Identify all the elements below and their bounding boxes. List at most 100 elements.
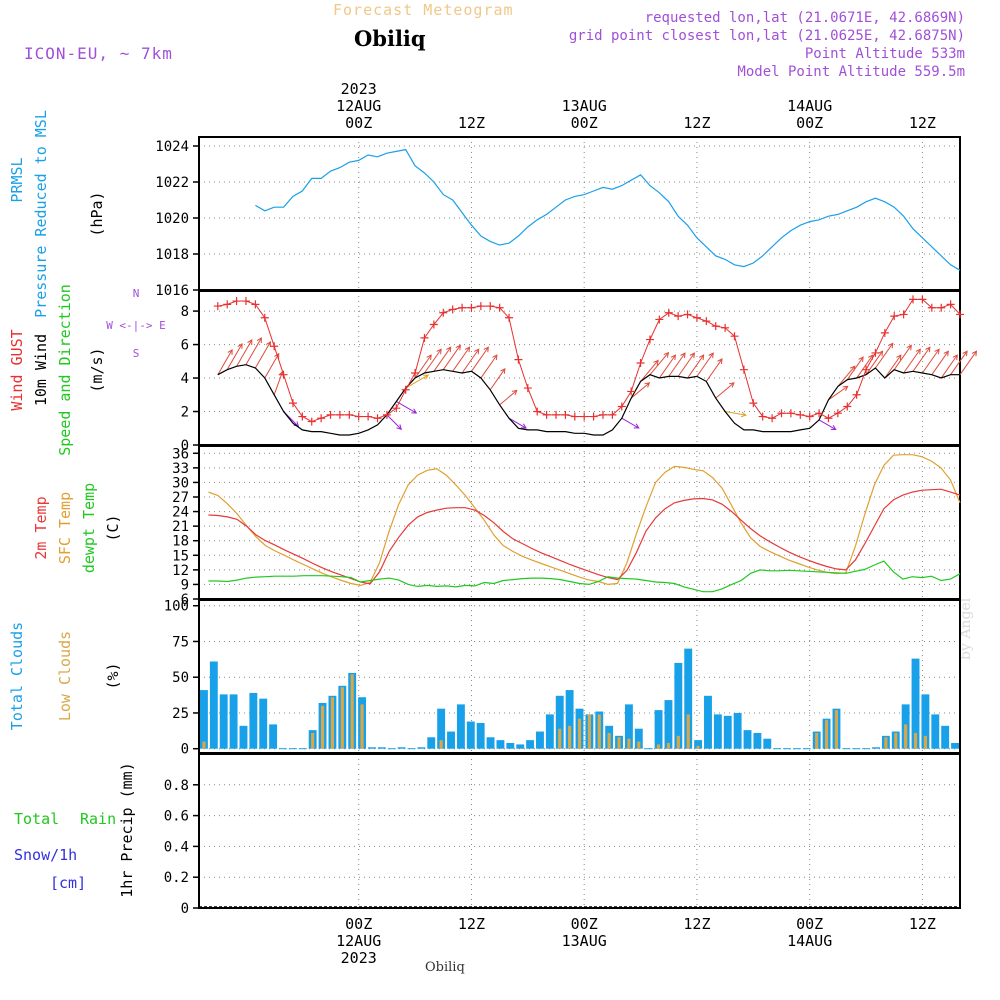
bottom-time-label: 12Z xyxy=(909,915,936,933)
y-tick-label: 1016 xyxy=(155,283,189,299)
wind-arrow xyxy=(940,354,958,379)
wind-arrow xyxy=(668,352,686,377)
wind-arrow xyxy=(396,401,417,414)
total-cloud-bar xyxy=(951,742,959,749)
y-tick-label: 0.4 xyxy=(164,839,189,855)
total-cloud-bar xyxy=(447,731,455,749)
total-cloud-bar xyxy=(417,747,426,749)
wind-arrow xyxy=(828,385,848,401)
wind-arrow xyxy=(856,354,874,379)
wind-arrow-head xyxy=(256,337,262,343)
wind-arrow-head xyxy=(877,350,884,357)
wind-arrow-head xyxy=(698,354,705,361)
wind-arrow xyxy=(865,350,883,375)
pressure-unit-label: (hPa) xyxy=(88,191,106,236)
low-cloud-bar xyxy=(884,737,888,749)
wind-arrow-head xyxy=(265,341,271,347)
total-cloud-bar xyxy=(427,737,436,749)
gust-marker xyxy=(279,370,288,379)
wind-arrow-head xyxy=(925,346,931,353)
total-cloud-bar xyxy=(209,661,218,749)
total-cloud-bar xyxy=(536,731,544,749)
total-cloud-bar xyxy=(368,747,376,749)
top-time-label: 13AUG xyxy=(562,97,607,115)
wind-arrow-head xyxy=(644,382,651,388)
gust-marker xyxy=(439,308,448,317)
low-cloud-bar xyxy=(913,732,918,749)
total-cloud-bar xyxy=(694,740,703,749)
wind-arrow-head xyxy=(934,348,940,355)
wind-arrow xyxy=(264,353,280,379)
wind-arrow xyxy=(931,350,949,375)
low-cloud-bar xyxy=(825,720,829,749)
wind-arrow xyxy=(846,356,864,381)
y-tick-label: 100 xyxy=(164,599,189,615)
y-tick-label: 27 xyxy=(172,490,189,506)
y-tick-label: 0 xyxy=(181,901,189,917)
wind-arrow xyxy=(677,352,695,377)
low-cloud-bar xyxy=(666,742,671,749)
gust-marker xyxy=(880,328,889,337)
panel-frame xyxy=(198,753,961,909)
gust-marker xyxy=(411,369,420,378)
total-cloud-bar xyxy=(733,712,742,749)
total-cloud-bar xyxy=(624,704,633,749)
y-tick-label: 21 xyxy=(172,519,189,535)
bottom-time-label: 2023 xyxy=(341,949,377,967)
wind-arrow-head xyxy=(952,354,958,361)
wind-arrow xyxy=(818,419,836,430)
gust-marker xyxy=(674,312,683,321)
gust-marker xyxy=(645,335,654,344)
wind-arrow-head xyxy=(830,424,837,431)
footer-location: Obiliq xyxy=(425,960,465,975)
wind-arrow-head xyxy=(915,348,921,355)
gust-marker xyxy=(373,414,382,423)
wind-arrow xyxy=(217,349,233,375)
wind-arrow-head xyxy=(464,346,471,353)
y-tick-label: 6 xyxy=(181,592,189,608)
wind-arrow-head xyxy=(962,350,968,357)
total-cloud-bar xyxy=(506,742,515,749)
gust-marker xyxy=(918,295,927,304)
low-cloud-bar xyxy=(617,737,621,749)
y-tick-label: 1022 xyxy=(155,175,189,191)
compass-north: N xyxy=(133,287,140,300)
total-cloud-bar xyxy=(219,694,228,749)
low-clouds-label: Low Clouds xyxy=(56,631,74,721)
wind-arrow xyxy=(245,337,262,365)
low-cloud-bar xyxy=(360,704,364,749)
y-tick-label: 0.6 xyxy=(164,809,189,825)
bottom-time-label: 14AUG xyxy=(787,932,832,950)
wind-arrow xyxy=(875,343,894,369)
point-altitude: Point Altitude 533m xyxy=(804,46,965,62)
y-tick-label: 36 xyxy=(172,446,189,462)
total-cloud-bar xyxy=(545,714,554,749)
wind-arrow xyxy=(893,345,912,370)
wind-arrow xyxy=(950,350,968,375)
gust-marker xyxy=(232,297,241,306)
gust-marker xyxy=(702,317,711,326)
low-cloud-bar xyxy=(815,732,819,749)
cloud-unit-label: (%) xyxy=(104,662,122,689)
total-cloud-bar xyxy=(911,658,920,749)
gust-marker xyxy=(364,412,373,421)
gust-marker xyxy=(608,410,617,419)
precip-legend-total: Total xyxy=(14,810,59,828)
wind-arrow-head xyxy=(728,382,735,388)
temp2m-label: 2m Temp xyxy=(32,496,50,559)
low-cloud-bar xyxy=(350,674,354,749)
low-cloud-bar xyxy=(568,725,572,749)
wind-arrow xyxy=(414,354,432,379)
wind-arrow xyxy=(837,365,856,387)
y-tick-label: 0.8 xyxy=(164,778,189,794)
total-cloud-bar xyxy=(516,744,525,749)
wind-label: 10m Wind xyxy=(32,334,50,406)
wind-arrow-head xyxy=(717,358,723,365)
wind-direction-label: Speed and Direction xyxy=(56,284,74,456)
y-tick-label: 1020 xyxy=(155,211,189,227)
wind-arrow-head xyxy=(708,352,714,359)
wind-arrow xyxy=(903,348,921,374)
y-tick-label: 0 xyxy=(181,438,189,454)
gust-marker xyxy=(382,410,391,419)
y-tick-label: 30 xyxy=(172,475,189,491)
